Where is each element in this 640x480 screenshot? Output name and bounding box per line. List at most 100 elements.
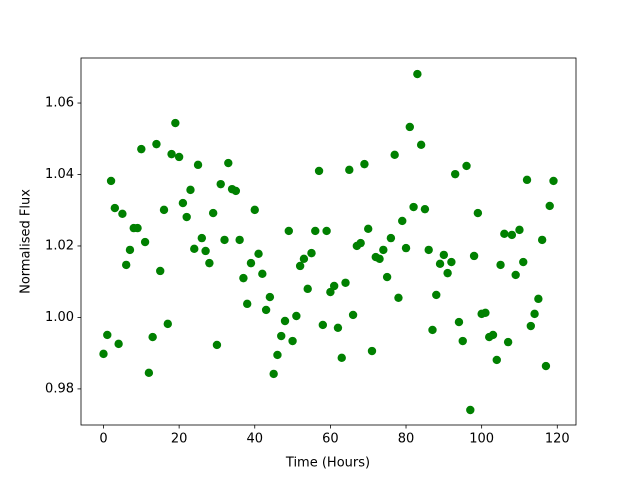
point — [216, 179, 225, 189]
point — [549, 176, 558, 186]
point — [409, 202, 418, 212]
point — [394, 293, 403, 302]
point — [254, 249, 263, 259]
x-tick-label: 20 — [171, 432, 188, 447]
point — [156, 266, 165, 276]
point — [356, 238, 365, 248]
point — [193, 160, 203, 170]
y-tick-label: 1.02 — [45, 238, 74, 253]
point — [382, 272, 392, 282]
point — [428, 325, 437, 335]
point — [307, 248, 316, 258]
point — [258, 269, 267, 279]
point — [314, 166, 324, 176]
point — [503, 337, 513, 347]
point — [137, 144, 146, 154]
x-axis-label: Time (Hours) — [285, 456, 370, 471]
point — [337, 353, 346, 363]
point — [250, 205, 259, 215]
plot-frame — [80, 57, 577, 426]
point — [507, 230, 517, 240]
x-tick-label: 80 — [398, 432, 415, 447]
point — [269, 369, 278, 379]
point — [235, 235, 244, 245]
point — [405, 122, 415, 132]
point — [458, 336, 467, 346]
point — [537, 235, 547, 245]
point — [545, 201, 554, 211]
point — [466, 405, 475, 415]
point — [481, 308, 490, 317]
point — [273, 350, 282, 360]
point — [401, 243, 411, 253]
point — [534, 294, 543, 304]
point — [106, 176, 116, 186]
point — [390, 150, 399, 160]
point — [284, 226, 293, 236]
x-tick-label: 60 — [322, 432, 339, 447]
point — [364, 224, 373, 234]
point — [413, 69, 422, 79]
point — [231, 186, 241, 196]
point — [500, 229, 509, 239]
point — [398, 216, 407, 226]
point — [220, 235, 229, 245]
point — [197, 233, 207, 243]
point — [511, 270, 520, 280]
point — [322, 226, 331, 236]
point — [345, 165, 354, 175]
point — [110, 203, 120, 213]
point — [435, 259, 445, 269]
point — [318, 320, 328, 330]
y-tick-label: 1.06 — [45, 96, 74, 111]
point — [375, 254, 384, 264]
point — [348, 310, 358, 320]
point — [133, 223, 142, 233]
point — [432, 290, 441, 300]
point — [541, 361, 551, 371]
point — [295, 261, 305, 271]
point — [201, 246, 210, 256]
point — [515, 225, 524, 235]
point — [329, 281, 339, 291]
point — [526, 321, 536, 331]
point — [163, 319, 172, 329]
x-tick-label: 40 — [246, 432, 263, 447]
point — [311, 226, 320, 236]
point — [292, 311, 301, 321]
point — [125, 245, 135, 255]
point — [420, 204, 430, 214]
point — [144, 368, 154, 378]
point — [99, 349, 108, 359]
x-tick-label: 0 — [99, 432, 107, 447]
point — [114, 339, 123, 349]
point — [386, 233, 396, 243]
point — [367, 346, 377, 356]
point — [341, 278, 350, 287]
point — [103, 330, 112, 340]
point — [473, 208, 483, 218]
point — [280, 316, 290, 326]
point — [450, 169, 460, 179]
point — [424, 245, 433, 255]
point — [174, 152, 184, 162]
point — [439, 250, 449, 260]
point — [522, 175, 532, 185]
point — [303, 284, 312, 294]
y-tick-label: 1.00 — [45, 310, 74, 325]
point — [416, 140, 426, 150]
point — [224, 158, 233, 168]
point — [242, 299, 252, 309]
point — [530, 309, 539, 319]
point — [171, 118, 180, 128]
point — [496, 260, 505, 270]
point — [379, 245, 388, 255]
point — [326, 287, 335, 297]
point — [182, 212, 191, 222]
point — [208, 208, 218, 218]
point — [261, 305, 271, 315]
point — [360, 159, 369, 169]
point — [186, 185, 195, 195]
point — [118, 209, 127, 219]
